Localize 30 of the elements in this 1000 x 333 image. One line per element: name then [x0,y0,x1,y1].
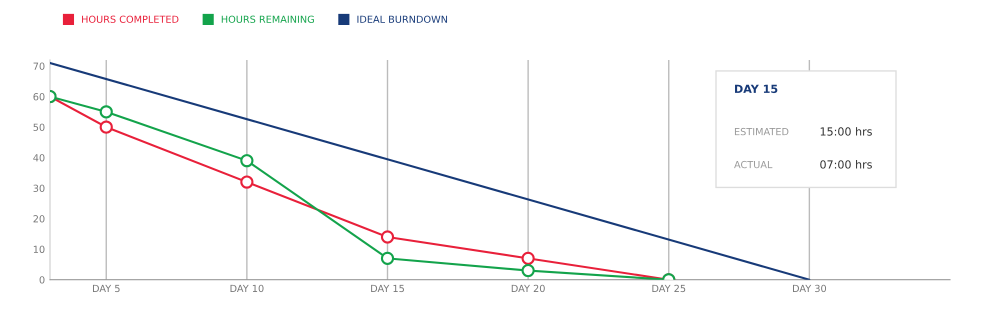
point [380,252,394,265]
x-tick-label: DAY 5 [92,284,120,292]
y-tick-label: 10 [34,246,44,254]
legend-label: HOURS COMPLETED [82,16,178,23]
annotation: 15:00 hrs [820,127,872,136]
point [522,252,535,265]
y-tick-label: 70 [34,62,44,70]
point [100,105,113,118]
x-tick-label: DAY 25 [652,284,686,292]
x-tick-label: DAY 10 [230,284,264,292]
x-tick-label: DAY 30 [793,284,826,292]
annotation: ESTIMATED [734,128,788,136]
y-tick-label: 40 [33,154,44,162]
y-tick-label: 0 [40,276,44,284]
y-tick-label: 30 [34,184,44,192]
annotation: DAY 15 [735,84,778,94]
point [240,154,254,168]
point [240,175,254,189]
point [522,264,535,278]
y-tick-label: 60 [33,93,44,100]
legend-label: HOURS REMAINING [222,16,314,23]
x-tick-label: DAY 15 [371,284,404,292]
annotation: 07:00 hrs [820,160,872,169]
annotation: ACTUAL [734,160,772,168]
legend-label: IDEAL BURNDOWN [357,16,448,23]
point [380,230,394,244]
y-tick-label: 50 [34,124,44,131]
y-tick-label: 20 [33,215,44,222]
x-tick-label: DAY 20 [512,284,545,292]
point [100,120,113,134]
